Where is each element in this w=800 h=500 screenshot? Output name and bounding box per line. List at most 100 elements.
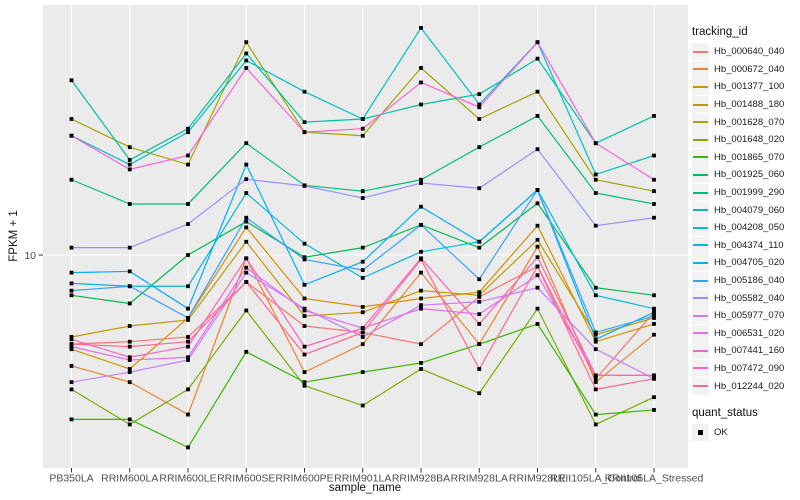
legend-item-label: Hb_000672_040 bbox=[714, 63, 785, 75]
data-point bbox=[127, 284, 132, 289]
data-point bbox=[652, 408, 656, 412]
legend-key bbox=[692, 78, 709, 96]
data-point bbox=[127, 380, 132, 385]
data-point bbox=[419, 177, 423, 182]
x-tick-label: RRIM901LA bbox=[334, 473, 391, 485]
data-point bbox=[186, 153, 190, 158]
legend-key bbox=[692, 342, 709, 360]
data-point bbox=[360, 126, 365, 131]
data-point bbox=[127, 367, 132, 371]
legend-item-label: Hb_000640_040 bbox=[714, 46, 785, 58]
data-point bbox=[186, 162, 190, 167]
legend-item-label: Hb_001377_100 bbox=[714, 81, 785, 93]
x-tick-label: RRIM600SE bbox=[217, 473, 275, 485]
data-point bbox=[535, 188, 540, 192]
data-point bbox=[69, 342, 74, 347]
data-point bbox=[244, 256, 249, 261]
data-point bbox=[186, 358, 190, 362]
data-point bbox=[360, 117, 365, 121]
legend-title-tracking-id: tracking_id bbox=[692, 26, 748, 38]
data-point bbox=[244, 239, 249, 244]
data-point bbox=[127, 370, 132, 375]
legend-color-line bbox=[693, 332, 708, 335]
data-point bbox=[477, 186, 482, 191]
x-tick-label: RRIM928LA bbox=[451, 473, 508, 485]
legend-key bbox=[692, 96, 709, 114]
data-point bbox=[302, 352, 307, 357]
legend-key bbox=[692, 131, 709, 149]
data-point bbox=[477, 245, 482, 250]
data-point bbox=[244, 51, 249, 56]
data-point bbox=[127, 269, 132, 274]
data-point bbox=[593, 293, 598, 298]
legend-color-line bbox=[693, 121, 708, 124]
data-point bbox=[593, 347, 598, 352]
data-point bbox=[302, 308, 307, 313]
legend-color-line bbox=[693, 349, 708, 352]
data-point bbox=[186, 126, 190, 131]
legend-key bbox=[692, 254, 709, 272]
data-point bbox=[593, 412, 598, 417]
data-point bbox=[535, 237, 540, 242]
data-point bbox=[652, 177, 656, 182]
data-point bbox=[69, 245, 74, 250]
legend-color-line bbox=[693, 367, 708, 370]
data-point bbox=[360, 245, 365, 250]
data-point bbox=[535, 89, 540, 94]
data-point bbox=[535, 306, 540, 311]
data-point bbox=[652, 202, 656, 206]
legend-item-label: Hb_005186_040 bbox=[714, 275, 785, 287]
legend-key bbox=[692, 377, 709, 395]
legend-item-Hb_001628_070: Hb_001628_070 bbox=[692, 113, 784, 131]
legend-key bbox=[692, 307, 709, 325]
data-point bbox=[477, 277, 482, 282]
data-point bbox=[360, 370, 365, 375]
legend-color-line bbox=[693, 50, 708, 53]
data-point bbox=[127, 162, 132, 167]
legend-key bbox=[692, 113, 709, 131]
data-point bbox=[360, 133, 365, 138]
data-point bbox=[186, 318, 190, 322]
data-point bbox=[593, 422, 598, 427]
legend-color-line bbox=[693, 297, 708, 300]
legend-color-line bbox=[693, 385, 708, 388]
data-point bbox=[360, 342, 365, 347]
legend-key bbox=[692, 219, 709, 237]
data-point bbox=[186, 222, 190, 226]
data-point bbox=[652, 373, 656, 378]
data-point bbox=[477, 102, 482, 107]
data-point bbox=[244, 66, 249, 70]
legend-item-Hb_001648_020: Hb_001648_020 bbox=[692, 131, 784, 149]
data-point bbox=[360, 196, 365, 200]
legend-key bbox=[692, 60, 709, 78]
x-tick-label: PB350LA bbox=[49, 473, 93, 485]
legend-item-label: Hb_004374_110 bbox=[714, 239, 784, 251]
data-point bbox=[360, 310, 365, 315]
data-point bbox=[593, 332, 598, 337]
data-point bbox=[302, 130, 307, 135]
data-point bbox=[127, 202, 132, 206]
data-point bbox=[69, 387, 74, 392]
legend-color-line bbox=[693, 138, 708, 141]
data-point bbox=[244, 349, 249, 354]
data-point bbox=[477, 105, 482, 110]
legend-item-label: Hb_007472_090 bbox=[714, 362, 785, 374]
data-point bbox=[477, 145, 482, 150]
data-point bbox=[652, 310, 656, 315]
data-point bbox=[69, 177, 74, 182]
data-point bbox=[419, 270, 423, 275]
data-point bbox=[244, 162, 249, 167]
data-point bbox=[127, 355, 132, 360]
data-point bbox=[419, 80, 423, 85]
data-point bbox=[652, 215, 656, 220]
data-point bbox=[127, 167, 132, 172]
data-point bbox=[360, 275, 365, 280]
data-point bbox=[593, 376, 598, 381]
data-point bbox=[360, 335, 365, 339]
data-point bbox=[477, 367, 482, 371]
data-point bbox=[302, 183, 307, 188]
legend-item-Hb_006531_020: Hb_006531_020 bbox=[692, 324, 784, 343]
data-point bbox=[69, 417, 74, 422]
legend-item-Hb_005582_040: Hb_005582_040 bbox=[692, 289, 784, 307]
